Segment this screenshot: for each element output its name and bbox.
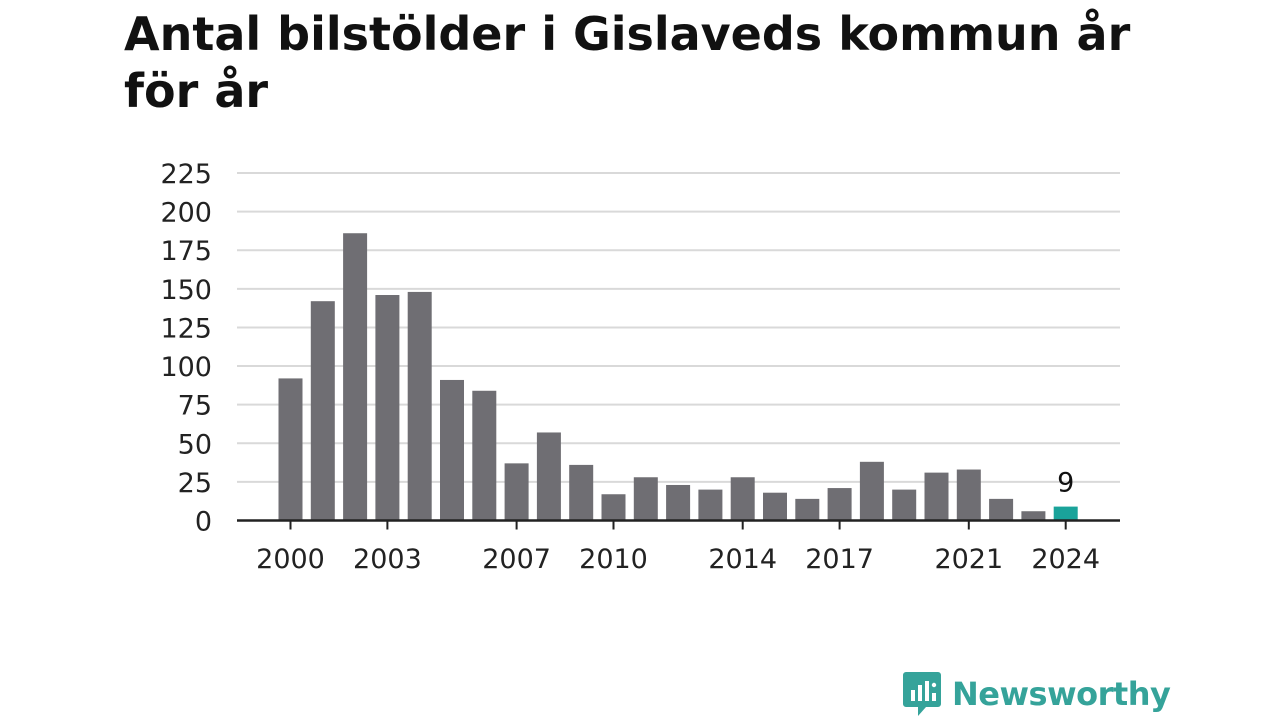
y-tick-label: 175 — [160, 236, 212, 267]
y-tick-label: 50 — [178, 429, 212, 460]
newsworthy-logo-icon — [903, 672, 941, 716]
bar — [892, 489, 917, 521]
x-tick-label: 2017 — [805, 544, 874, 575]
y-tick-label: 150 — [160, 275, 212, 306]
brand-name: Newsworthy — [952, 675, 1171, 713]
x-tick-label: 2000 — [256, 544, 325, 575]
bar — [924, 472, 949, 521]
data-label: 9 — [1057, 468, 1074, 499]
bar — [633, 477, 658, 521]
bar — [956, 469, 981, 521]
y-tick-label: 75 — [178, 391, 212, 422]
y-tick-label: 125 — [160, 313, 212, 344]
bar — [375, 295, 400, 521]
x-axis-ticks: 2000 2003 2007 2010 2014 2017 2021 2024 — [256, 520, 1100, 575]
chart-title: Antal bilstölder i Gislaveds kommun år f… — [124, 7, 1131, 118]
bars — [278, 233, 1078, 521]
brand-logo: Newsworthy — [902, 670, 1171, 718]
bar — [795, 498, 820, 521]
bar — [763, 492, 787, 521]
bar — [827, 488, 852, 521]
y-tick-label: 100 — [160, 352, 212, 383]
data-labels: 9 — [1057, 468, 1074, 499]
bar — [278, 378, 303, 521]
x-tick-label: 2007 — [482, 544, 551, 575]
bar — [536, 432, 561, 521]
bar — [310, 301, 335, 521]
bar — [569, 464, 594, 521]
bar — [666, 484, 691, 521]
bar — [472, 390, 497, 521]
bar — [343, 233, 368, 521]
bar — [730, 477, 755, 521]
y-tick-label: 225 — [160, 159, 212, 190]
y-tick-label: 200 — [160, 198, 212, 229]
bar — [859, 461, 884, 521]
bar — [504, 463, 529, 521]
bar — [407, 291, 432, 521]
x-tick-label: 2003 — [353, 544, 422, 575]
y-tick-label: 0 — [195, 507, 212, 538]
x-tick-label: 2010 — [579, 544, 648, 575]
x-tick-label: 2024 — [1031, 544, 1100, 575]
x-tick-label: 2014 — [708, 544, 777, 575]
x-tick-label: 2021 — [934, 544, 1003, 575]
bar — [989, 498, 1014, 521]
y-tick-label: 25 — [178, 468, 212, 499]
gridlines — [237, 172, 1120, 483]
bar — [440, 379, 464, 521]
bar — [1021, 511, 1046, 521]
y-axis-ticks: 0 25 50 75 100 125 150 175 200 225 — [160, 159, 212, 538]
bar — [698, 489, 723, 521]
bar — [1053, 506, 1078, 521]
bar — [601, 494, 626, 521]
